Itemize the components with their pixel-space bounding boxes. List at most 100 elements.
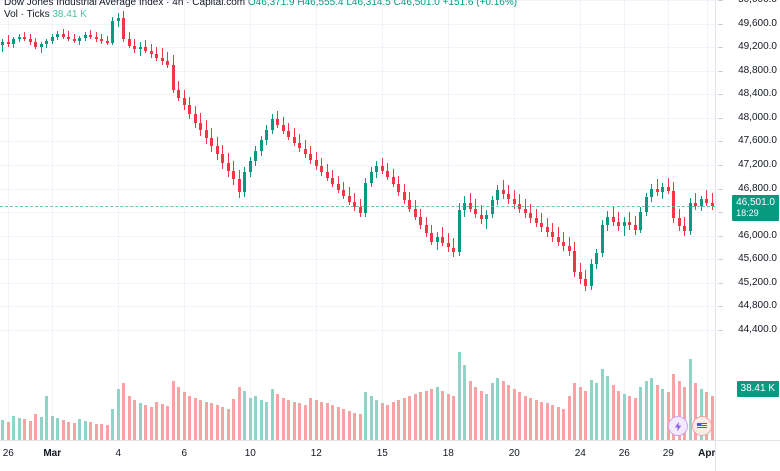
candle-body [694,202,698,207]
volume-bar [144,405,148,440]
candle-body [281,124,285,131]
gridline-vertical [316,0,317,440]
price-axis[interactable]: 50,000.0 49,600.0 49,200.0 48,800.0 48,400.0… [715,0,780,440]
legend-symbol-row[interactable]: Dow Jones Industrial Average Index · 4h … [4,0,517,9]
volume-bar [67,421,71,440]
candle-wick [95,31,97,42]
time-axis[interactable]: 26Mar461012151820242629Apr3 [0,440,737,471]
volume-bar [28,420,32,440]
candle-wick [541,213,543,233]
candle-wick [623,216,625,236]
candle-body [45,40,49,45]
volume-bar [155,401,159,440]
candle-body [655,188,659,193]
volume-bar [45,396,49,440]
price-axis-tick: 44,800.0 [738,300,777,312]
candle-body [397,183,401,193]
gridline-horizontal [0,47,715,49]
legend-volume-row[interactable]: Vol · Ticks 38.41 K [4,9,517,21]
volume-badge[interactable]: 38.41 K [736,381,779,397]
candle-body [611,216,615,222]
current-price-badge[interactable]: 46,501.0 18:29 [732,195,779,222]
candle-wick [68,31,70,42]
plot-area[interactable] [0,0,715,440]
candle-body [606,216,610,226]
candle-body [50,37,54,41]
candle-wick [106,35,108,46]
volume-bar [501,381,505,440]
price-pane[interactable] [0,0,715,330]
legend-symbol[interactable]: Dow Jones Industrial Average Index [4,0,164,8]
volume-bar [457,352,461,440]
volume-bar [584,390,588,440]
candle-body [144,46,148,51]
candle-body [67,36,71,39]
candle-body [23,36,27,40]
candle-body [287,130,291,137]
volume-bar [276,394,280,440]
volume-bar [430,388,434,440]
volume-bar [622,394,626,440]
candle-wick [629,212,631,230]
price-axis-dash [718,70,723,72]
candle-body [633,225,637,230]
price-axis-tick: 48,000.0 [738,111,777,123]
candle-body [589,264,593,287]
gridline-horizontal [0,94,715,96]
candle-body [496,189,500,201]
candle-body [166,61,170,65]
candle-body [188,104,192,115]
candle-wick [684,216,686,236]
current-price-line [0,206,715,208]
current-price-time: 18:29 [736,208,759,219]
price-axis-tick: 46,000.0 [738,229,777,241]
volume-pane[interactable] [0,330,715,440]
volume-bar [127,396,131,440]
candle-body [402,192,406,201]
candle-body [353,201,357,208]
legend-interval[interactable]: 4h [172,0,184,8]
candle-body [705,199,709,203]
volume-bar [237,386,241,440]
gridline-horizontal [0,330,715,331]
volume-bar [39,417,43,440]
volume-bar [496,377,500,440]
candle-body [347,195,351,202]
candle-wick [706,189,708,207]
candle-body [171,64,175,90]
price-axis-tick: 46,800.0 [738,182,777,194]
price-axis-tick: 45,200.0 [738,276,777,288]
volume-bar [446,394,450,440]
volume-bar [309,397,313,440]
volume-bar [100,424,104,440]
volume-bar [259,399,263,440]
candle-body [688,202,692,231]
candle-wick [695,193,697,210]
candle-body [485,214,489,220]
candle-body [182,97,186,105]
candle-body [12,38,16,45]
corner-icon-group [668,416,712,436]
volume-bar [94,423,98,440]
price-axis-tick: 44,400.0 [738,324,777,335]
volume-bar [408,396,412,440]
candle-body [94,37,98,40]
volume-bar [655,385,659,440]
volume-bar [1,419,5,440]
volume-bar [534,399,538,440]
candle-body [6,41,10,45]
legend-sep-1: · [166,0,170,8]
volume-bar [589,379,593,440]
candle-body [490,200,494,215]
candle-body [573,251,577,273]
price-axis-tick: 50,000.0 [738,0,777,5]
gridline-horizontal [0,23,715,25]
us-flag-icon[interactable] [692,416,712,436]
time-axis-tick: Mar [43,448,62,459]
volume-bar [166,406,170,440]
volume-bar [677,381,681,440]
lightning-bolt-icon[interactable] [668,416,688,436]
legend-change-pct: (+0.16%) [476,0,518,8]
candle-body [221,154,225,163]
